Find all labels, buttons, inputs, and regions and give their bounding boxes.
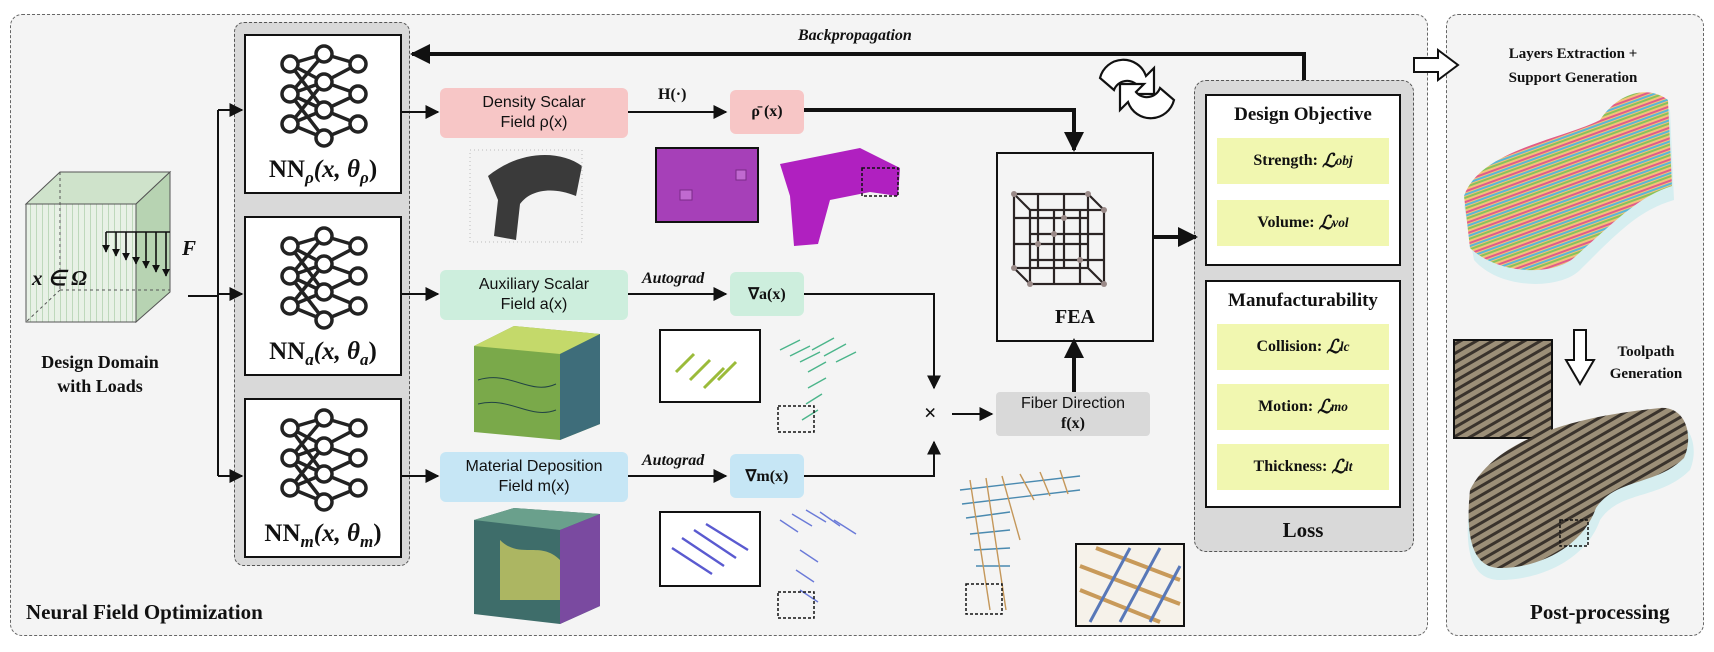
fea-nodes <box>1011 191 1107 287</box>
autograd-label-1: Autograd <box>642 270 705 287</box>
grad-a-box: ∇a(x) <box>730 272 804 316</box>
nn-a-label: NNa(x, θa) <box>269 338 377 369</box>
load-arrows <box>102 231 170 277</box>
domain-math-label: x ∈ Ω <box>32 266 87 290</box>
layers-extraction-line1: Layers Extraction + <box>1508 46 1638 62</box>
layers-extraction-line2: Support Generation <box>1508 70 1638 86</box>
toolpath-arrow <box>1564 329 1596 386</box>
autograd-label-2: Autograd <box>642 452 705 469</box>
heaviside-label: H(·) <box>658 86 687 103</box>
mat-field-line2: Field m(x) <box>498 478 570 495</box>
toolpath-line1: Toolpath <box>1617 344 1675 360</box>
neural-network-icon <box>280 44 368 148</box>
domain-caption-1: Design Domain <box>41 352 159 372</box>
toolpath-model <box>1467 407 1694 580</box>
manufacturability-title: Manufacturability <box>1228 290 1378 311</box>
rho-bar-box: ρ̄ (x) <box>730 90 804 134</box>
mat-field-cube <box>474 508 600 624</box>
force-label: F <box>182 236 197 260</box>
aux-field-cube <box>474 326 600 440</box>
layered-model <box>1464 92 1674 284</box>
aux-field-box: Auxiliary Scalar Field a(x) <box>440 270 628 320</box>
rho-to-fea-arrow <box>804 108 1084 152</box>
cycle-icon <box>1098 58 1176 120</box>
aux-field-line2: Field a(x) <box>500 296 568 313</box>
backprop-arrow <box>410 44 1306 80</box>
backprop-label: Backpropagation <box>798 27 912 44</box>
aux-gradient-vectors <box>779 337 857 421</box>
aux-zoom-inset <box>659 329 761 403</box>
post-processing-arrow <box>1413 48 1460 82</box>
domain-caption-2: with Loads <box>57 376 143 396</box>
nn-a-box: NNa(x, θa) <box>244 216 402 376</box>
fea-lattice <box>1012 192 1106 286</box>
toolpath-zoom-inset <box>1453 339 1553 439</box>
mat-field-box: Material Deposition Field m(x) <box>440 452 628 502</box>
density-field-line2: Field ρ(x) <box>500 114 568 131</box>
nn-rho-box: NNρ(x, θρ) <box>244 34 402 194</box>
mat-field-line1: Material Deposition <box>465 458 603 475</box>
density-field-line1: Density Scalar <box>482 94 586 111</box>
density-voxel-cloud <box>469 149 583 243</box>
design-domain-cube <box>24 170 172 324</box>
aux-field-line1: Auxiliary Scalar <box>478 276 590 293</box>
density-zoom-inset <box>655 147 759 223</box>
loss-title: Loss <box>1282 518 1324 542</box>
fiber-direction-box: Fiber Direction f(x) <box>996 392 1150 436</box>
grad-m-box: ∇m(x) <box>730 454 804 498</box>
multiply-symbol: × <box>924 400 937 425</box>
fiber-zoom-inset <box>1075 543 1185 627</box>
neural-network-icon <box>280 226 368 330</box>
density-voxel-model <box>780 148 900 246</box>
post-panel-title: Post-processing <box>1530 600 1670 624</box>
fiber-line2: f(x) <box>1061 415 1085 432</box>
neural-network-icon <box>280 408 368 512</box>
fiber-lattice-model <box>959 469 1081 611</box>
network-to-field-arrows <box>402 105 994 483</box>
design-objective-title: Design Objective <box>1234 104 1372 125</box>
mat-gradient-vectors <box>779 509 857 603</box>
domain-to-network-arrows <box>188 103 244 483</box>
nn-rho-label: NNρ(x, θρ) <box>268 156 378 187</box>
fiber-line1: Fiber Direction <box>1020 395 1126 412</box>
nn-m-label: NNm(x, θm) <box>264 520 382 551</box>
nn-m-box: NNm(x, θm) <box>244 398 402 558</box>
toolpath-line2: Generation <box>1609 366 1683 382</box>
neural-panel-title: Neural Field Optimization <box>26 600 263 624</box>
fea-box <box>996 152 1154 342</box>
density-field-box: Density Scalar Field ρ(x) <box>440 88 628 138</box>
fea-label: FEA <box>1055 306 1095 328</box>
